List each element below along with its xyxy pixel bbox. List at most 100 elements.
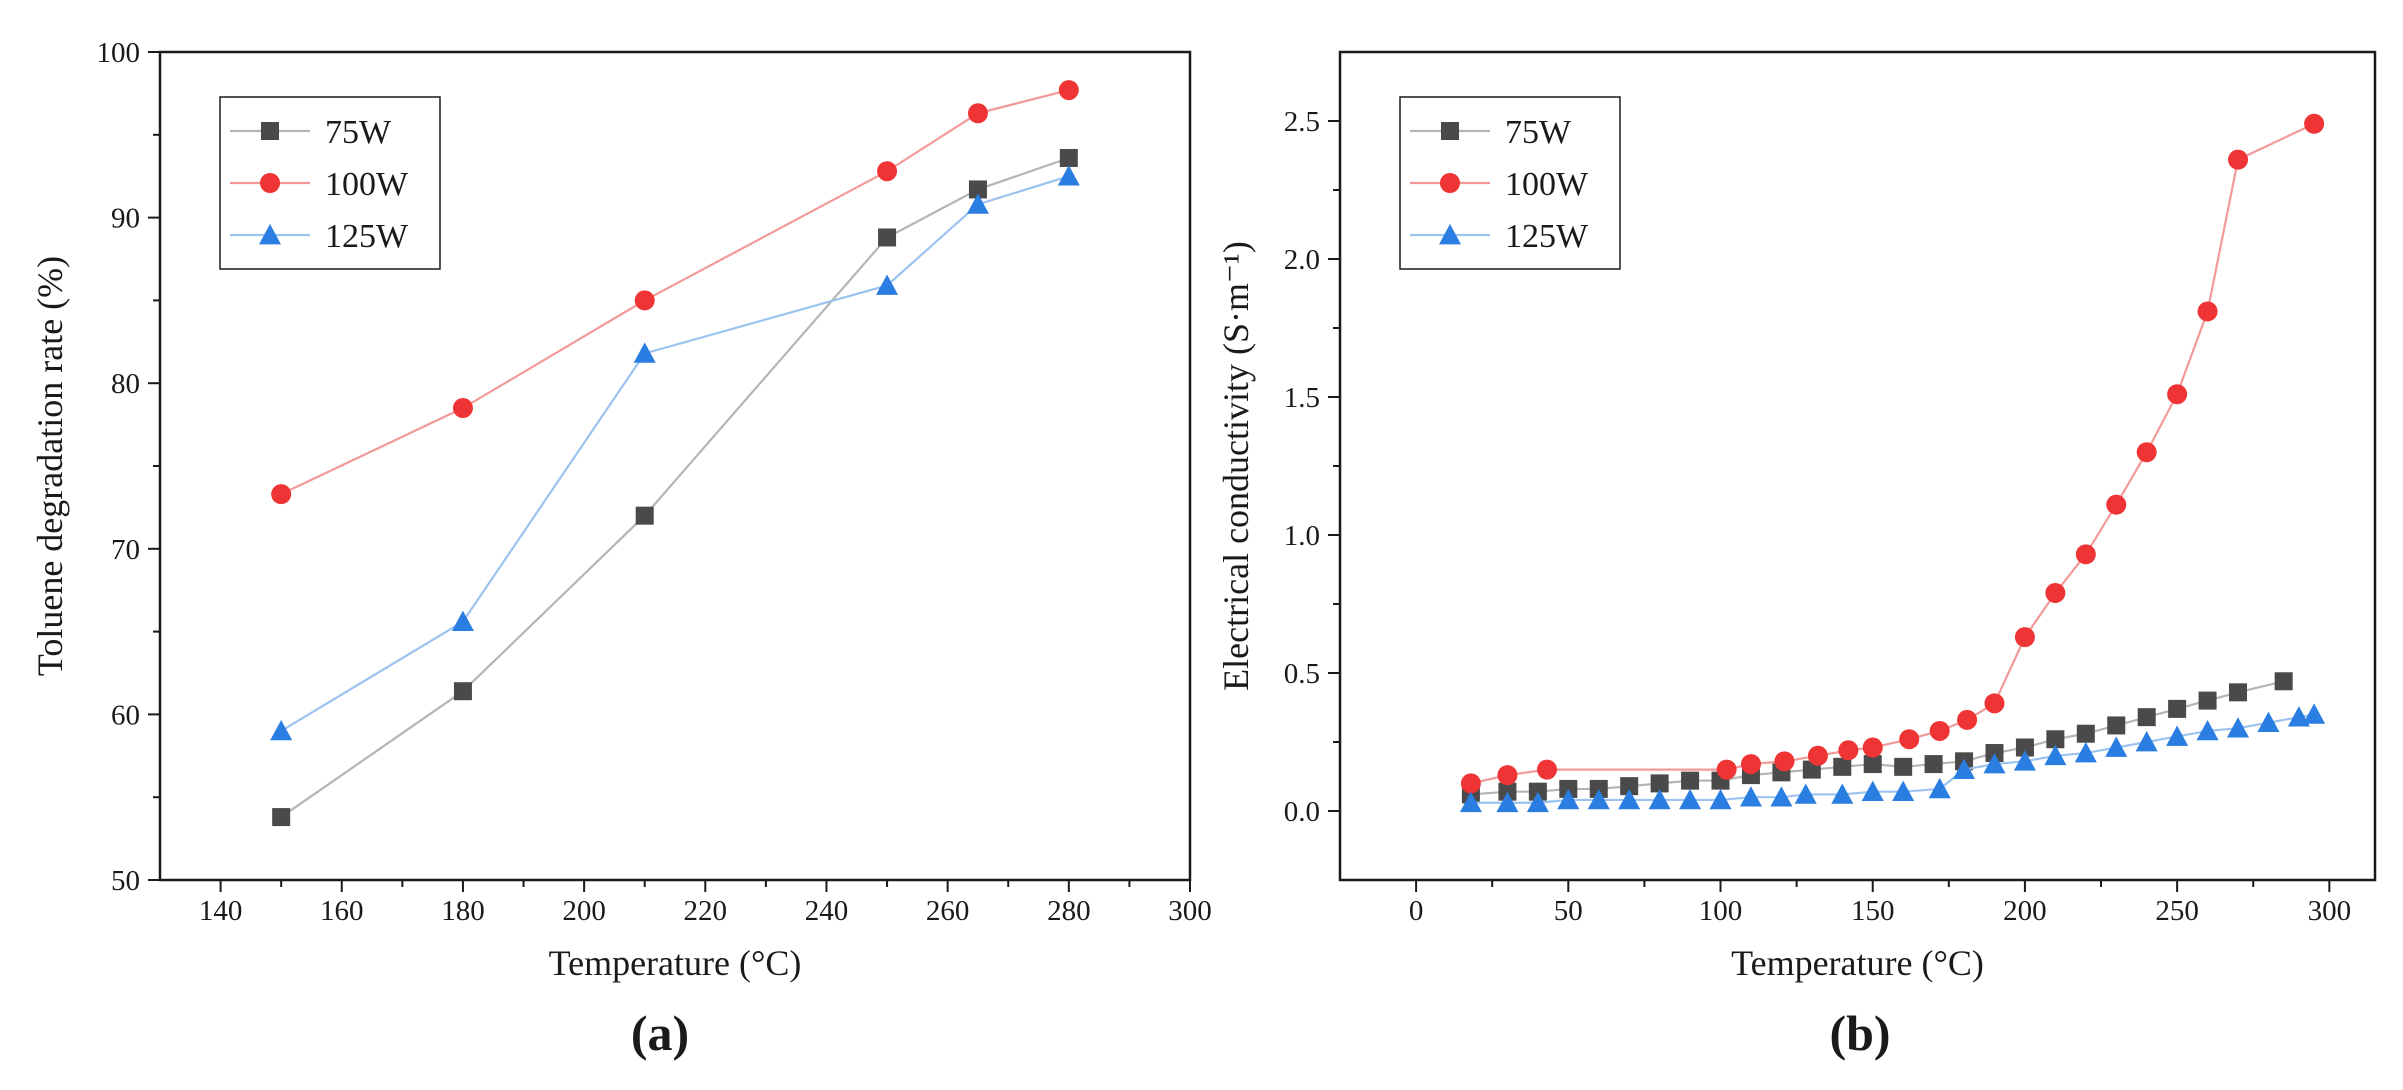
legend-entry-125W: 125W [1410, 218, 1589, 255]
legend-label: 125W [1505, 218, 1589, 255]
y-tick-label: 1.0 [1284, 520, 1320, 552]
data-point-100W [2106, 494, 2127, 515]
y-tick-label: 80 [111, 368, 140, 400]
legend-entry-125W: 125W [230, 218, 409, 255]
data-point-100W [967, 103, 988, 124]
data-point-125W [451, 610, 474, 632]
x-tick-label: 260 [926, 895, 970, 927]
data-point-75W [1681, 771, 1700, 790]
data-point-75W [1894, 757, 1913, 776]
data-point-100W [2167, 384, 2188, 405]
legend-marker-125W [1439, 224, 1461, 245]
data-point-75W [1059, 148, 1078, 167]
legend-marker-100W [260, 173, 280, 193]
legend-entry-100W: 100W [1410, 166, 1589, 203]
data-point-75W [968, 180, 987, 199]
data-point-100W [1774, 751, 1795, 772]
x-tick-label: 280 [1047, 895, 1091, 927]
data-point-75W [2076, 724, 2095, 743]
data-point-75W [1863, 755, 1882, 774]
data-point-125W [1459, 791, 1482, 813]
y-tick-label: 2.0 [1284, 244, 1320, 276]
data-point-125W [1648, 788, 1671, 810]
legend-entry-100W: 100W [230, 166, 409, 203]
y-tick-label: 0.5 [1284, 658, 1320, 690]
x-tick-label: 300 [1168, 895, 1212, 927]
data-point-100W [1058, 80, 1079, 101]
x-tick-label: 240 [805, 895, 849, 927]
data-point-100W [2228, 149, 2249, 170]
data-point-100W [1460, 773, 1481, 794]
y-tick-label: 90 [111, 203, 140, 235]
data-point-100W [1899, 729, 1920, 750]
legend-entry-75W: 75W [230, 114, 392, 151]
panel-a-label: (a) [631, 1005, 689, 1061]
y-axis-label: Toluene degradation rate (%) [30, 256, 70, 676]
data-point-75W [1559, 779, 1578, 798]
data-point-125W [1861, 780, 1884, 802]
panel-b-label: (b) [1829, 1005, 1890, 1061]
data-point-75W [2107, 716, 2126, 735]
x-tick-label: 200 [562, 895, 606, 927]
data-point-100W [634, 290, 655, 311]
data-point-100W [2304, 113, 2325, 134]
series-line-100W [1470, 122, 2315, 785]
data-point-125W [1831, 783, 1854, 804]
data-point-75W [878, 228, 897, 247]
y-tick-label: 70 [111, 534, 140, 566]
legend-entry-75W: 75W [1410, 114, 1572, 151]
data-point-125W [1679, 788, 1702, 810]
legend-marker-125W [259, 224, 281, 245]
data-point-125W [2227, 717, 2250, 738]
x-axis-label: Temperature (°C) [549, 943, 802, 983]
data-point-125W [876, 274, 899, 295]
legend-marker-75W [1441, 122, 1459, 140]
legend-label: 75W [1505, 114, 1572, 151]
data-point-125W [2074, 742, 2097, 763]
data-point-100W [452, 398, 473, 419]
series-125W [1459, 703, 2326, 813]
y-tick-label: 1.5 [1284, 382, 1320, 414]
data-point-75W [1620, 777, 1639, 796]
data-point-125W [1057, 165, 1080, 186]
data-point-125W [2013, 750, 2036, 771]
y-tick-label: 60 [111, 699, 140, 731]
x-tick-label: 0 [1409, 895, 1424, 927]
data-point-75W [635, 506, 654, 525]
data-point-75W [1528, 782, 1547, 801]
data-point-125W [2135, 731, 2158, 752]
data-point-75W [2015, 738, 2034, 757]
data-point-100W [1957, 709, 1978, 730]
data-point-125W [966, 193, 989, 214]
data-point-125W [2105, 736, 2128, 757]
data-point-125W [1587, 788, 1610, 810]
x-tick-label: 150 [1851, 895, 1895, 927]
data-point-125W [2257, 711, 2280, 733]
data-point-75W [2274, 672, 2293, 691]
data-point-125W [1496, 791, 1519, 813]
x-tick-label: 250 [2155, 895, 2199, 927]
data-point-100W [2045, 582, 2066, 603]
data-point-125W [270, 719, 293, 741]
data-point-100W [1807, 745, 1828, 766]
data-point-125W [1526, 791, 1549, 813]
data-point-100W [271, 484, 292, 505]
data-point-125W [1770, 786, 1793, 807]
data-point-100W [2136, 442, 2157, 463]
data-point-75W [2137, 708, 2156, 727]
data-point-125W [1709, 788, 1732, 810]
legend-label: 100W [325, 166, 409, 203]
x-tick-label: 100 [1699, 895, 1743, 927]
data-point-100W [1740, 754, 1761, 775]
data-point-75W [2229, 683, 2248, 702]
series-100W [1460, 113, 2325, 794]
data-point-75W [1833, 757, 1852, 776]
data-point-100W [2014, 627, 2035, 648]
series-line-100W [280, 89, 1070, 496]
y-tick-label: 2.5 [1284, 106, 1320, 138]
data-point-125W [1892, 780, 1915, 802]
data-point-125W [2303, 703, 2326, 724]
chart-panel-b: 0 50 100 150 200 250 300 0.0 0.5 1.0 1.5 2.0 2.5 Temp… [1216, 50, 2377, 983]
data-point-100W [877, 161, 898, 182]
data-point-125W [2166, 725, 2189, 746]
